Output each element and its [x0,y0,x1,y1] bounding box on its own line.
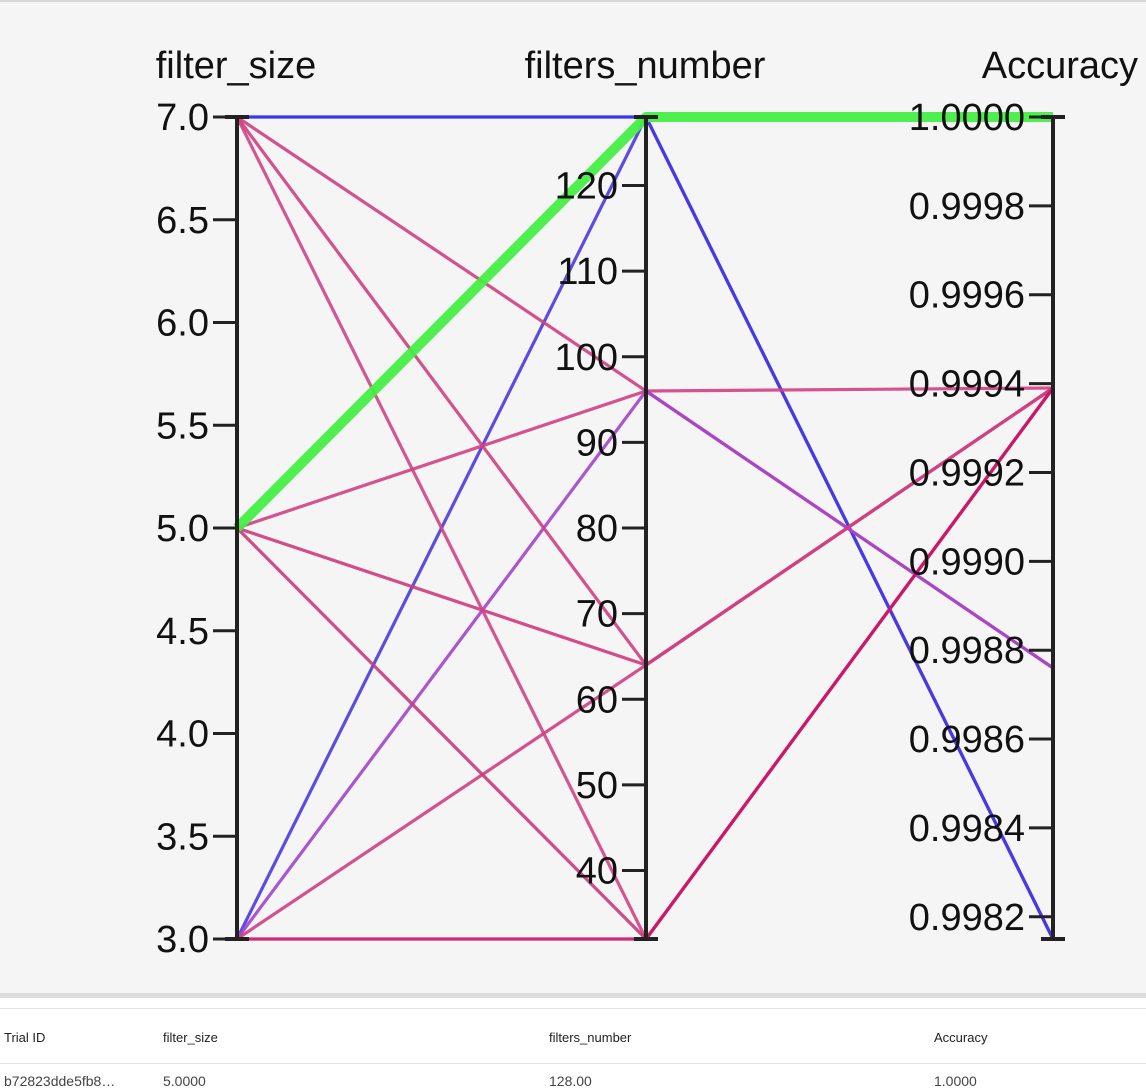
tick-label: 0.9982 [909,897,1025,939]
tick-label: 0.9994 [909,364,1025,406]
tick-label: 60 [576,679,618,721]
header-accuracy[interactable]: Accuracy [934,1030,988,1045]
tick-label: 0.9990 [909,541,1025,583]
tick-label: 50 [576,765,618,807]
tick-label: 0.9992 [909,452,1025,494]
axis-filter-size[interactable]: filter_size 3.0 3.5 4.0 4.5 5.0 5.5 6.0 6.5 7.0 [156,45,317,961]
axis-accuracy[interactable]: Accuracy 0.9982 0.9984 0.9986 0.9988 0.9990 0.… [909,45,1138,941]
tick-label: 110 [557,251,618,293]
table-header-row: Trial ID filter_size filters_number Accu… [0,1008,1146,1064]
tick-label: 6.0 [156,303,209,345]
tick-label: 4.0 [156,714,209,756]
parallel-coordinates-plot[interactable]: filter_size 3.0 3.5 4.0 4.5 5.0 5.5 6.0 6.5 7.0 fi… [0,0,1146,995]
tick-label: 0.9986 [909,719,1025,761]
tick-label: 70 [576,594,618,636]
header-trial-id[interactable]: Trial ID [4,1030,46,1045]
header-filter-size[interactable]: filter_size [163,1030,218,1045]
tick-label: 0.9988 [909,630,1025,672]
axis-filters-number[interactable]: filters_number 40 50 60 70 80 90 100 110 120 [525,45,766,941]
trials-table: Trial ID filter_size filters_number Accu… [0,998,1146,1091]
axis-title: Accuracy [982,45,1138,87]
cell-filter-size: 5.0000 [163,1073,206,1089]
cell-trial-id: b72823dde5fb8… [4,1073,116,1089]
tick-label: 40 [576,851,618,893]
cell-accuracy: 1.0000 [934,1073,977,1089]
header-filters-number[interactable]: filters_number [549,1030,632,1045]
tick-label: 7.0 [156,97,209,139]
tick-label: 6.5 [156,200,209,242]
tick-label: 120 [555,166,618,208]
axis-title: filters_number [525,45,766,87]
table-row[interactable]: b72823dde5fb8… 5.0000 128.00 1.0000 [0,1064,1146,1091]
axis-title: filter_size [156,45,317,87]
tick-label: 1.0000 [909,97,1025,139]
panel-divider[interactable] [0,993,1146,998]
tick-label: 4.5 [156,611,209,653]
cell-filters-number: 128.00 [549,1073,592,1089]
tick-label: 0.9998 [909,186,1025,228]
tick-label: 90 [576,422,618,464]
tick-label: 0.9996 [909,275,1025,317]
tick-label: 80 [576,508,618,550]
tick-label: 5.5 [156,405,209,447]
tick-label: 5.0 [156,508,209,550]
chart-svg[interactable]: filter_size3.03.54.04.55.05.56.06.57.0fi… [0,2,1146,997]
tick-label: 0.9984 [909,808,1025,850]
tick-label: 100 [555,337,618,379]
tick-label: 3.0 [156,919,209,961]
tick-label: 3.5 [156,816,209,858]
